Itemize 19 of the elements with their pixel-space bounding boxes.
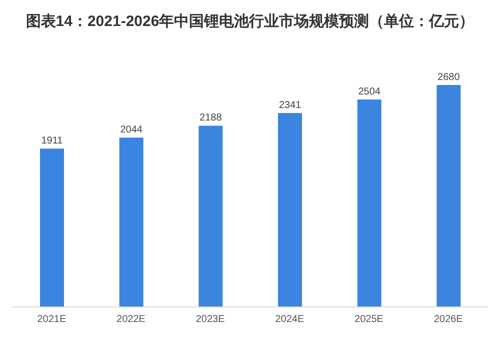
x-tick-label: 2023E	[196, 314, 226, 326]
x-tick-label: 2021E	[37, 314, 66, 326]
chart-title: 图表14：2021-2026年中国锂电池行业市场规模预测（单位：亿元）	[24, 12, 476, 32]
bar	[436, 84, 461, 307]
data-label: 1911	[41, 136, 64, 147]
bar	[198, 126, 223, 307]
x-tick-label: 2024E	[275, 314, 304, 326]
x-tick-label: 2022E	[116, 314, 146, 326]
bar	[357, 100, 382, 307]
data-label: 2188	[200, 112, 222, 124]
data-label: 2044	[120, 124, 143, 136]
x-tick-label: 2025E	[354, 314, 384, 326]
data-label: 2680	[438, 72, 460, 83]
data-label: 2504	[358, 86, 381, 98]
bar	[119, 138, 144, 307]
bar	[278, 113, 302, 307]
data-label: 2341	[278, 100, 302, 112]
x-tick-label: 2026E	[434, 314, 464, 326]
bar	[40, 148, 64, 307]
